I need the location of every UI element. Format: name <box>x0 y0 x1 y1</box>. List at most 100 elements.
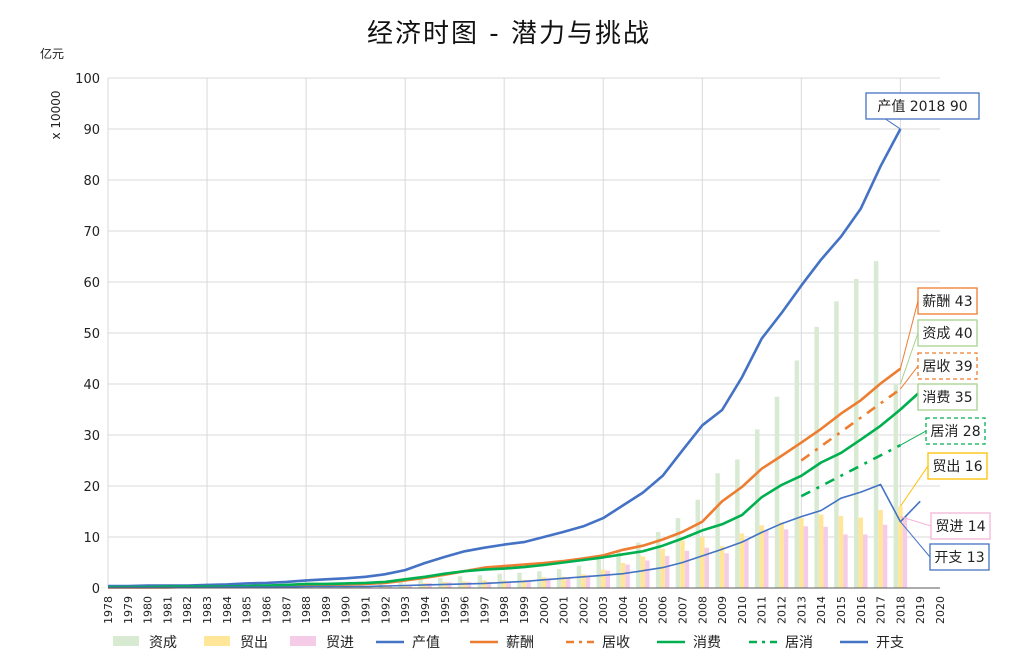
bar-贸出 <box>541 577 547 588</box>
legend: 资成 贸出 贸进 产值 薪酬 居收 消费 居消 开支 <box>113 635 904 651</box>
callout-box <box>917 319 978 347</box>
callout-box <box>930 512 991 540</box>
bar-资成 <box>754 429 760 588</box>
bar-贸进 <box>843 534 848 588</box>
x-tick-label: 2019 <box>914 596 927 624</box>
x-tick-label: 1984 <box>221 596 234 624</box>
bar-贸进 <box>863 534 868 588</box>
bar-贸出 <box>640 556 646 588</box>
x-tick-label: 2017 <box>875 596 888 624</box>
legend-label: 资成 <box>149 635 177 651</box>
legend-label: 薪酬 <box>506 635 534 651</box>
y-scale-label: x 10000 <box>49 90 63 139</box>
bar-贸出 <box>680 540 685 588</box>
x-tick-label: 1986 <box>260 596 273 624</box>
x-tick-label: 2015 <box>835 596 848 624</box>
callout-leader <box>899 465 929 507</box>
line-消费 <box>108 390 922 589</box>
callout: 开支 13 <box>899 521 990 571</box>
callout: 居消 28 <box>900 417 986 446</box>
bar-贸出 <box>561 576 566 588</box>
bar-资成 <box>675 518 681 588</box>
line-居收 <box>800 388 902 462</box>
bar-贸进 <box>546 578 551 588</box>
bar-资成 <box>814 326 819 588</box>
bar-贸进 <box>625 564 630 588</box>
legend-label: 贸出 <box>240 635 268 651</box>
x-tick-label: 1999 <box>518 596 531 624</box>
callout-box <box>917 287 978 315</box>
legend-label: 居消 <box>785 635 813 651</box>
bar-贸进 <box>308 586 313 588</box>
y-tick-label: 90 <box>83 123 100 138</box>
y-unit-label: 亿元 <box>40 46 64 61</box>
bar-贸进 <box>605 570 610 588</box>
bar-贸进 <box>803 526 809 588</box>
bar-资成 <box>715 473 720 588</box>
bar-贸出 <box>739 533 745 588</box>
x-tick-label: 2007 <box>676 596 689 624</box>
bar-资成 <box>438 577 443 588</box>
bar-贸出 <box>600 569 606 588</box>
bar-贸出 <box>759 525 764 588</box>
bar-资成 <box>695 499 701 588</box>
bar-资成 <box>893 384 899 588</box>
callout-box <box>929 543 990 571</box>
bar-资成 <box>596 559 601 588</box>
bar-资成 <box>398 581 403 588</box>
callout: 产值 2018 90 <box>865 92 980 130</box>
bar-贸出 <box>838 516 844 588</box>
x-tick-label: 2011 <box>756 596 769 624</box>
bar-贸进 <box>585 575 591 588</box>
bar-贸进 <box>744 539 749 588</box>
x-tick-label: 1988 <box>300 596 313 624</box>
bar-贸出 <box>521 579 527 588</box>
bar-贸进 <box>902 516 908 588</box>
chart-title: 经济时图 - 潜力与挑战 <box>367 19 651 49</box>
bar-series <box>101 261 908 588</box>
bar-贸出 <box>700 537 705 588</box>
legend-label: 贸进 <box>326 635 354 651</box>
legend-label: 开支 <box>876 635 904 651</box>
x-tick-label: 2008 <box>696 596 709 624</box>
bar-资成 <box>636 542 641 588</box>
bar-贸出 <box>402 585 408 588</box>
bar-资成 <box>655 531 661 588</box>
x-tick-label: 1983 <box>201 596 214 624</box>
legend-swatch-资成 <box>113 636 139 646</box>
bar-资成 <box>794 360 800 588</box>
y-tick-label: 40 <box>83 378 100 393</box>
bar-资成 <box>497 573 502 588</box>
bar-贸进 <box>466 581 472 588</box>
x-tick-label: 1998 <box>498 596 511 624</box>
x-tick-label: 1982 <box>181 596 194 624</box>
bar-贸出 <box>383 585 388 588</box>
x-tick-label: 2010 <box>736 596 749 624</box>
x-tick-label: 1978 <box>102 596 115 624</box>
x-tick-label: 2014 <box>815 596 828 624</box>
bar-贸进 <box>347 586 353 588</box>
x-tick-label: 1992 <box>379 596 392 624</box>
y-tick-label: 20 <box>83 480 100 495</box>
callout: 居收 39 <box>899 352 978 390</box>
bar-贸进 <box>783 529 789 588</box>
bar-贸进 <box>823 526 828 588</box>
y-tick-label: 0 <box>92 582 100 597</box>
bar-资成 <box>418 579 423 588</box>
bar-贸进 <box>664 555 670 588</box>
bar-贸进 <box>506 582 511 588</box>
x-tick-label: 2012 <box>776 596 789 624</box>
callout-box <box>925 417 986 445</box>
x-tick-label: 1994 <box>419 596 432 624</box>
x-tick-label: 1996 <box>459 596 472 624</box>
bar-贸出 <box>898 506 903 588</box>
x-tick-label: 2009 <box>716 596 729 624</box>
bar-贸进 <box>328 586 333 588</box>
bar-贸进 <box>724 553 729 588</box>
bar-贸出 <box>501 580 507 588</box>
bar-贸出 <box>818 514 824 588</box>
callout: 资成 40 <box>899 319 978 385</box>
bar-贸出 <box>878 509 883 588</box>
x-tick-label: 2004 <box>617 596 630 624</box>
